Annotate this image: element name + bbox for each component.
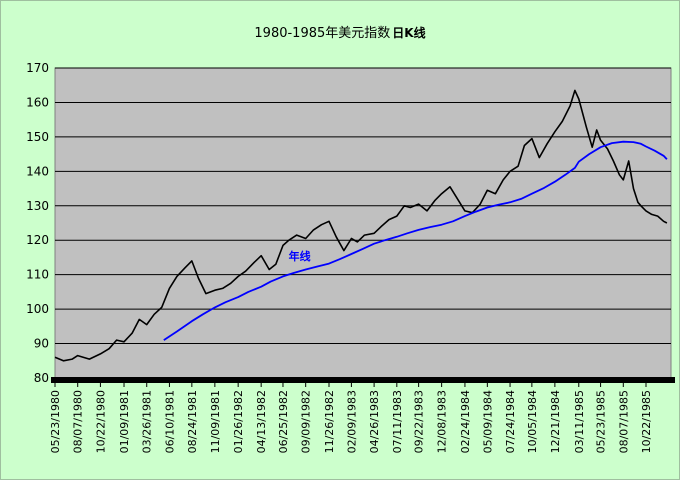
y-tick-label: 100 — [26, 302, 49, 316]
y-tick-label: 90 — [34, 337, 49, 351]
x-tick-label: 12/08/1983 — [436, 390, 449, 453]
y-tick-label: 80 — [34, 371, 49, 385]
y-tick-label: 120 — [26, 233, 49, 247]
x-tick-label: 09/09/1982 — [300, 390, 313, 453]
x-tick-label: 01/09/1981 — [118, 390, 131, 453]
x-tick-label: 06/10/1981 — [163, 390, 176, 453]
x-tick-label: 08/24/1981 — [186, 390, 199, 453]
chart-title-text: 1980-1985年美元指数 — [254, 26, 391, 41]
x-tick-label: 05/23/1980 — [49, 390, 62, 453]
x-tick-label: 10/22/1985 — [640, 390, 653, 453]
x-tick-label: 11/09/1981 — [209, 390, 222, 453]
x-tick-label: 05/23/1985 — [595, 390, 608, 453]
annual-moving-average-line — [163, 140, 668, 341]
x-tick-label: 12/21/1984 — [549, 390, 562, 453]
x-tick-label: 08/07/1985 — [617, 390, 630, 453]
x-tick-label: 09/22/1983 — [413, 390, 426, 453]
x-tick-label: 03/26/1981 — [141, 390, 154, 453]
dollar-index-line — [54, 89, 668, 362]
y-tick-label: 160 — [26, 95, 49, 109]
x-tick-label: 10/05/1984 — [526, 390, 539, 453]
x-tick-label: 11/26/1982 — [323, 390, 336, 453]
series-label: 年线 — [289, 249, 311, 263]
x-tick-label: 07/11/1983 — [391, 390, 404, 453]
x-tick-label: 02/24/1984 — [459, 390, 472, 453]
chart-title-suffix: 日K线 — [392, 26, 426, 40]
x-tick-label: 03/11/1985 — [573, 390, 586, 453]
y-tick-label: 130 — [26, 199, 49, 213]
x-tick-label: 10/22/1980 — [94, 390, 107, 453]
plot-area — [54, 67, 672, 379]
x-tick-label: 01/26/1982 — [232, 390, 245, 453]
x-axis-floor — [51, 377, 675, 383]
y-tick-label: 170 — [26, 61, 49, 75]
chart-title: 1980-1985年美元指数 日K线 — [0, 22, 680, 41]
y-tick-label: 150 — [26, 130, 49, 144]
x-tick-label: 04/13/1982 — [255, 390, 268, 453]
y-tick-label: 110 — [26, 268, 49, 282]
x-tick-label: 02/09/1983 — [345, 390, 358, 453]
x-tick-label: 08/07/1980 — [72, 390, 85, 453]
x-tick-label: 06/25/1982 — [277, 390, 290, 453]
x-tick-label: 04/26/1983 — [368, 390, 381, 453]
y-tick-label: 140 — [26, 164, 49, 178]
x-tick-label: 05/09/1984 — [481, 390, 494, 453]
x-tick-label: 07/24/1984 — [504, 390, 517, 453]
